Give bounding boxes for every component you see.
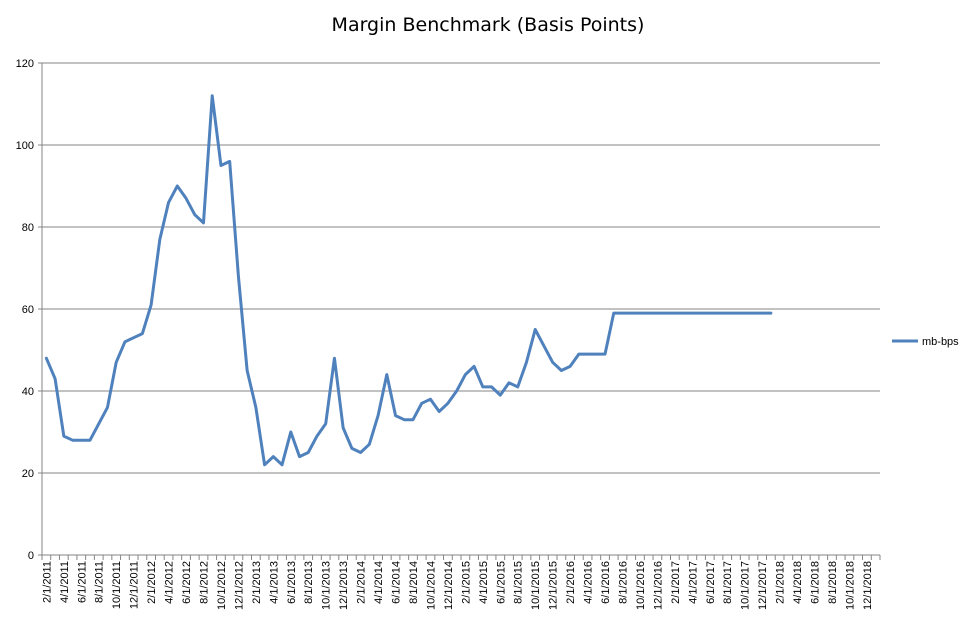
x-tick-label: 10/1/2012 — [216, 561, 228, 610]
x-tick-label: 2/1/2011 — [41, 561, 53, 603]
x-tick-label: 12/1/2012 — [233, 561, 245, 610]
x-tick-label: 10/1/2015 — [530, 561, 542, 610]
x-tick-label: 12/1/2011 — [129, 561, 141, 609]
x-tick-label: 12/1/2014 — [443, 561, 455, 610]
x-tick-label: 6/1/2017 — [705, 561, 717, 604]
x-tick-label: 2/1/2015 — [460, 561, 472, 604]
chart-title: Margin Benchmark (Basis Points) — [331, 14, 645, 36]
x-tick-label: 6/1/2016 — [600, 561, 612, 604]
x-tick-label: 2/1/2014 — [356, 561, 368, 604]
y-tick-label: 0 — [28, 550, 34, 562]
series-line-mb-bps — [44, 94, 773, 467]
x-tick-label: 4/1/2012 — [164, 561, 176, 604]
x-tick-label: 8/1/2015 — [513, 561, 525, 604]
x-tick-label: 8/1/2013 — [303, 561, 315, 604]
x-tick-label: 10/1/2014 — [425, 561, 437, 610]
x-tick-label: 8/1/2017 — [722, 561, 734, 604]
x-tick-label: 6/1/2013 — [286, 561, 298, 604]
x-tick-label: 8/1/2011 — [94, 561, 106, 603]
x-tick-label: 10/1/2013 — [321, 561, 333, 610]
y-tick-label: 100 — [16, 140, 34, 152]
x-tick-label: 4/1/2016 — [583, 561, 595, 604]
x-tick-label: 12/1/2015 — [548, 561, 560, 610]
x-tick-label: 6/1/2011 — [76, 561, 88, 603]
x-tick-label: 8/1/2016 — [617, 561, 629, 604]
x-tick-label: 2/1/2012 — [146, 561, 158, 604]
x-tick-label: 6/1/2018 — [810, 561, 822, 604]
x-tick-label: 2/1/2013 — [251, 561, 263, 604]
x-tick-label: 12/1/2013 — [338, 561, 350, 610]
legend-label: mb-bps — [922, 336, 959, 348]
x-tick-label: 2/1/2017 — [670, 561, 682, 604]
x-tick-label: 8/1/2014 — [408, 561, 420, 604]
x-tick-label: 12/1/2016 — [652, 561, 664, 610]
x-tick-label: 8/1/2018 — [827, 561, 839, 604]
x-tick-label: 12/1/2018 — [862, 561, 874, 610]
x-tick-label: 2/1/2016 — [565, 561, 577, 604]
x-tick-label: 2/1/2018 — [775, 561, 787, 604]
x-tick-label: 6/1/2014 — [391, 561, 403, 604]
x-tick-label: 4/1/2015 — [478, 561, 490, 604]
x-tick-label: 4/1/2017 — [687, 561, 699, 604]
y-tick-label: 60 — [22, 304, 34, 316]
x-tick-label: 4/1/2018 — [792, 561, 804, 604]
x-tick-label: 10/1/2016 — [635, 561, 647, 610]
y-tick-label: 40 — [22, 386, 34, 398]
x-tick-label: 4/1/2014 — [373, 561, 385, 604]
x-tick-label: 6/1/2015 — [495, 561, 507, 604]
y-tick-label: 20 — [22, 468, 34, 480]
x-tick-label: 4/1/2013 — [268, 561, 280, 604]
x-tick-label: 6/1/2012 — [181, 561, 193, 604]
y-tick-label: 120 — [16, 58, 34, 70]
x-tick-label: 10/1/2011 — [111, 561, 123, 609]
x-tick-label: 10/1/2017 — [740, 561, 752, 610]
x-tick-label: 10/1/2018 — [844, 561, 856, 610]
x-tick-label: 4/1/2011 — [59, 561, 71, 603]
y-tick-label: 80 — [22, 222, 34, 234]
x-tick-label: 12/1/2017 — [757, 561, 769, 610]
x-tick-label: 8/1/2012 — [198, 561, 210, 604]
